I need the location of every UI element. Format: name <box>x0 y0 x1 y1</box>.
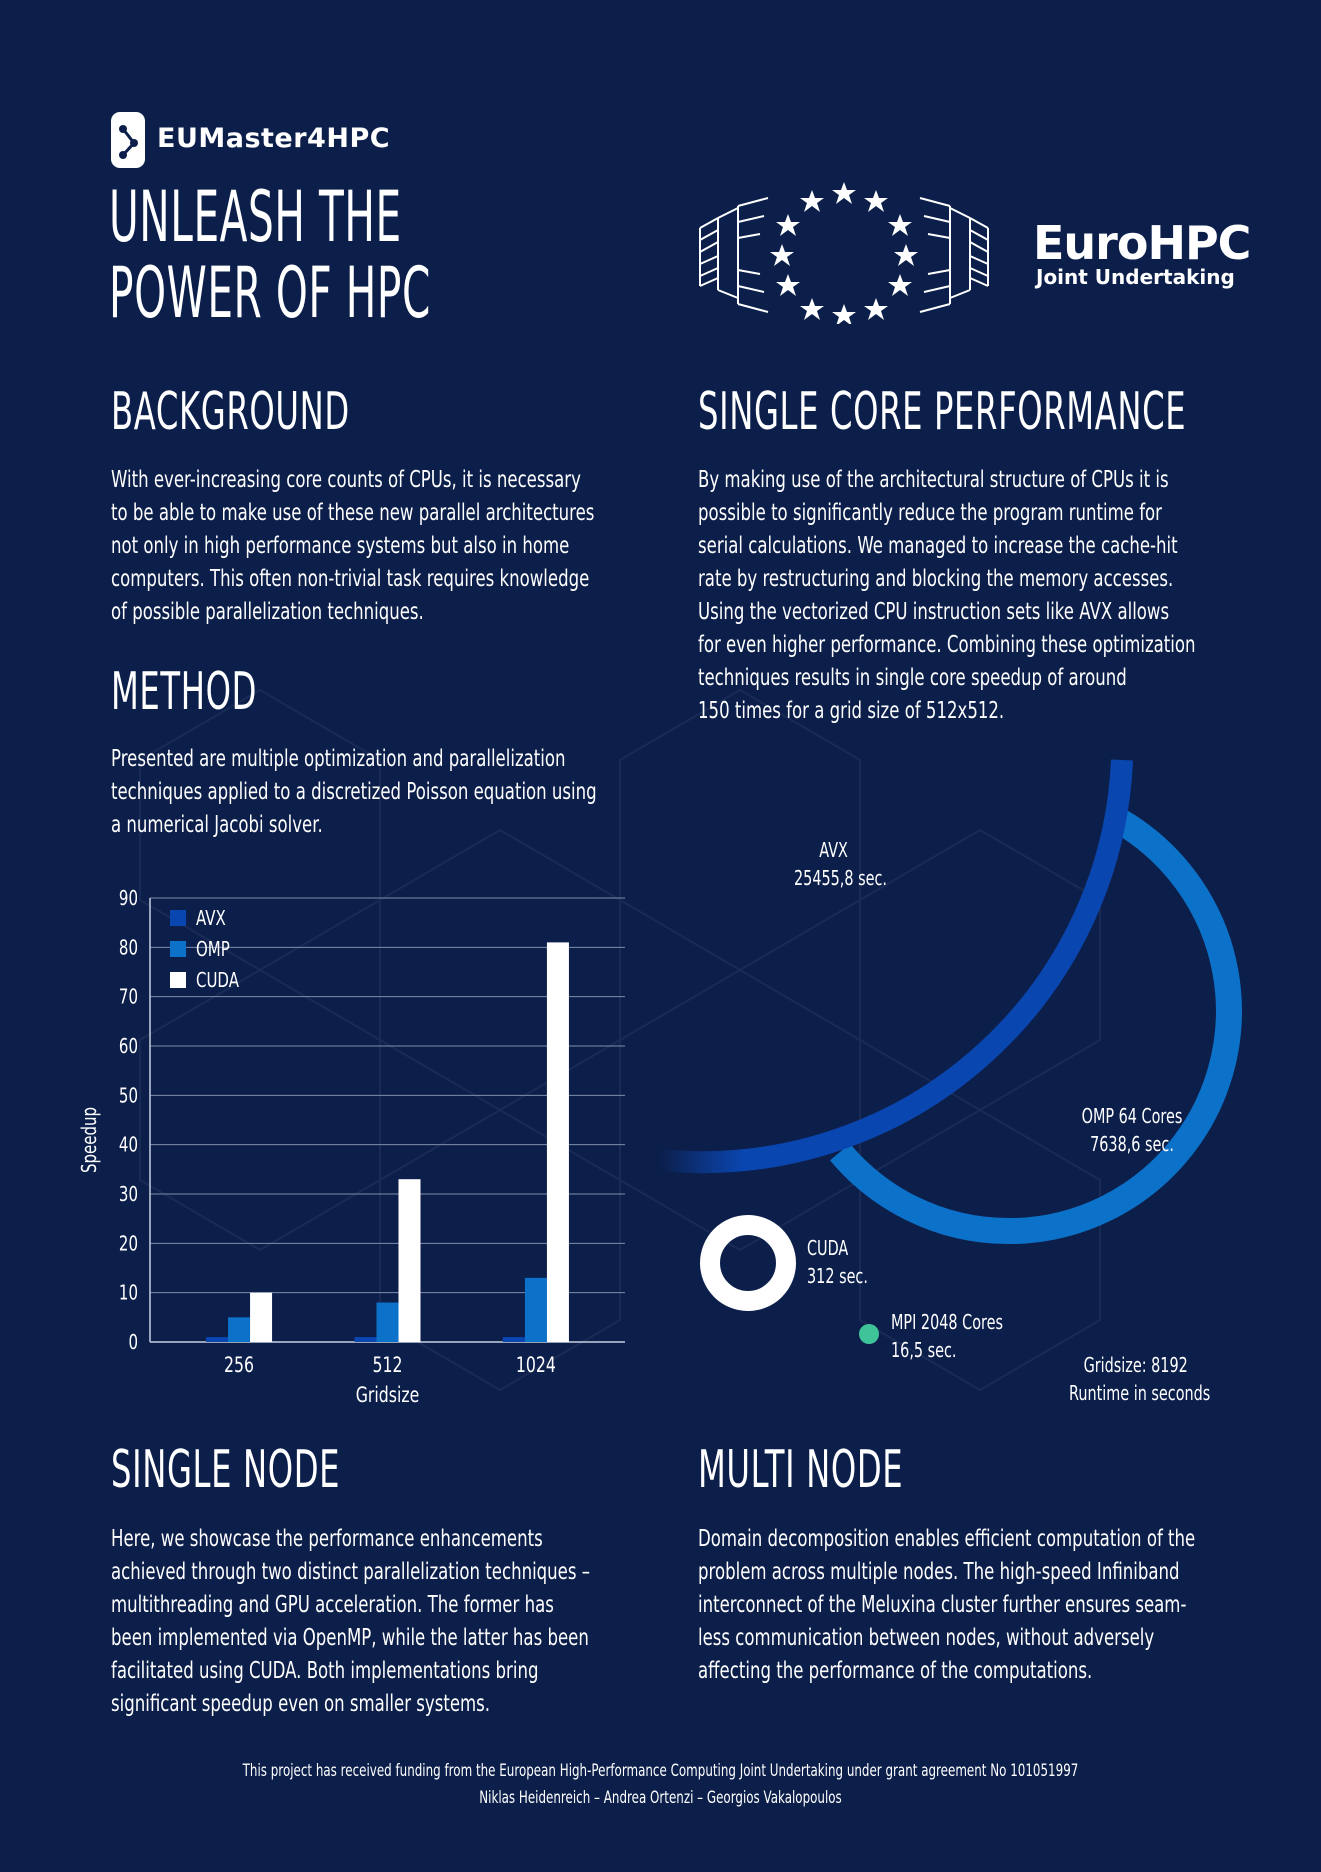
ring-chart-note: Gridsize: 8192 Runtime in seconds <box>1069 1351 1211 1407</box>
single-core-line: possible to significantly reduce the pro… <box>698 500 1162 526</box>
runtime-ring-chart <box>660 759 1242 1344</box>
eurohpc-emblem <box>699 182 989 324</box>
cuda-ring <box>700 1215 796 1311</box>
background-line: With ever-increasing core counts of CPUs… <box>111 467 581 493</box>
legend-swatch-avx <box>170 910 186 926</box>
bar-avx-1024 <box>502 1337 525 1342</box>
bar-cuda-1024 <box>546 942 569 1342</box>
runtime-note: Runtime in seconds <box>1069 1381 1211 1405</box>
background-line: not only in high performance systems but… <box>111 533 570 559</box>
cuda-value: 312 sec. <box>807 1264 868 1288</box>
eumaster-logo-text: EUMaster4HPC <box>157 123 391 154</box>
bar-omp-256 <box>228 1317 251 1342</box>
omp-name: OMP 64 Cores <box>1081 1104 1183 1128</box>
single-core-line: Using the vectorized CPU instruction set… <box>698 599 1170 625</box>
background-heading: BACKGROUND <box>111 382 350 442</box>
gridsize-note: Gridsize: 8192 <box>1083 1353 1188 1377</box>
method-paragraph: Presented are multiple optimization and … <box>111 743 597 842</box>
single-node-line: Here, we showcase the performance enhanc… <box>111 1526 543 1552</box>
bar-omp-512 <box>376 1302 399 1342</box>
single-core-line: 150 times for a grid size of 512x512. <box>698 698 1005 724</box>
mpi-label: MPI 2048 Cores 16,5 sec. <box>891 1308 1003 1364</box>
legend-label-omp: OMP <box>196 939 230 962</box>
bar-omp-1024 <box>524 1277 547 1342</box>
background-paragraph: With ever-increasing core counts of CPUs… <box>111 464 594 629</box>
single-core-heading: SINGLE CORE PERFORMANCE <box>698 382 1187 442</box>
y-tick-label: 10 <box>119 1283 138 1306</box>
method-line: a numerical Jacobi solver. <box>111 812 323 838</box>
bar-cuda-256 <box>250 1292 273 1342</box>
multi-node-heading: MULTI NODE <box>698 1440 904 1500</box>
y-axis-label: Speedup <box>79 1107 102 1173</box>
speedup-bar-chart: 0 10 20 30 40 50 60 70 80 90 256 512 1024 Gridsize Spe… <box>79 888 625 1408</box>
single-node-line: significant speedup even on smaller syst… <box>111 1691 491 1717</box>
legend-swatch-cuda <box>170 972 186 988</box>
mpi-name: MPI 2048 Cores <box>891 1310 1003 1334</box>
y-tick-label: 0 <box>128 1332 138 1355</box>
bar-avx-512 <box>354 1337 377 1342</box>
poster-title-line1: UNLEASH THE <box>109 176 402 258</box>
x-tick-label: 512 <box>372 1354 402 1378</box>
cuda-label: CUDA 312 sec. <box>807 1234 868 1290</box>
y-tick-label: 30 <box>119 1184 138 1207</box>
eurohpc-logo-text: EuroHPC <box>1033 216 1251 270</box>
x-tick-label: 256 <box>224 1354 254 1378</box>
legend-swatch-omp <box>170 941 186 957</box>
method-line: techniques applied to a discretized Pois… <box>111 779 597 805</box>
legend-label-avx: AVX <box>196 908 226 931</box>
x-tick-label: 1024 <box>516 1354 556 1378</box>
mpi-dot <box>859 1324 879 1344</box>
avx-ring <box>660 759 1133 1174</box>
omp-label: OMP 64 Cores 7638,6 sec. <box>1078 1102 1186 1158</box>
multi-node-line: affecting the performance of the computa… <box>698 1658 1093 1684</box>
multi-node-line: interconnect of the Meluxina cluster fur… <box>698 1592 1187 1618</box>
x-axis-label: Gridsize <box>356 1384 420 1408</box>
background-line: to be able to make use of these new para… <box>111 500 595 526</box>
single-core-line: techniques results in single core speedu… <box>698 665 1127 691</box>
single-core-paragraph: By making use of the architectural struc… <box>698 464 1196 728</box>
y-tick-label: 20 <box>119 1233 138 1256</box>
y-tick-label: 90 <box>119 888 138 911</box>
poster-title-line2: POWER OF HPC <box>109 252 431 334</box>
avx-label: AVX 25455,8 sec. <box>794 836 887 892</box>
y-tick-label: 40 <box>119 1135 138 1158</box>
single-node-line: been implemented via OpenMP, while the l… <box>111 1625 589 1651</box>
multi-node-line: problem across multiple nodes. The high-… <box>698 1559 1180 1585</box>
single-node-line: achieved through two distinct paralleliz… <box>111 1559 591 1585</box>
avx-value: 25455,8 sec. <box>794 866 887 890</box>
footer: This project has received funding from t… <box>0 1758 1321 1812</box>
bar-avx-256 <box>206 1337 229 1342</box>
single-core-line: By making use of the architectural struc… <box>698 467 1169 493</box>
single-core-line: serial calculations. We managed to incre… <box>698 533 1178 559</box>
funding-statement: This project has received funding from t… <box>242 1761 1079 1781</box>
single-node-heading: SINGLE NODE <box>111 1440 341 1500</box>
method-heading: METHOD <box>111 662 258 722</box>
background-line: computers. This often non-trivial task r… <box>111 566 590 592</box>
y-tick-label: 70 <box>119 987 138 1010</box>
bar-cuda-512 <box>398 1179 421 1342</box>
eurohpc-logo-subtext: Joint Undertaking <box>1036 265 1235 289</box>
cuda-name: CUDA <box>807 1236 849 1260</box>
omp-value: 7638,6 sec. <box>1090 1132 1174 1156</box>
single-node-paragraph: Here, we showcase the performance enhanc… <box>111 1523 590 1721</box>
authors-line: Niklas Heidenreich – Andrea Ortenzi – Ge… <box>479 1788 842 1808</box>
method-line: Presented are multiple optimization and … <box>111 746 566 772</box>
background-line: of possible parallelization techniques. <box>111 599 424 625</box>
y-tick-label: 80 <box>119 937 138 960</box>
y-tick-label: 60 <box>119 1036 138 1059</box>
multi-node-line: Domain decomposition enables efficient c… <box>698 1526 1196 1552</box>
single-core-line: for even higher performance. Combining t… <box>698 632 1196 658</box>
omp-ring <box>830 808 1242 1245</box>
multi-node-line: less communication between nodes, withou… <box>698 1625 1155 1651</box>
multi-node-paragraph: Domain decomposition enables efficient c… <box>698 1523 1195 1688</box>
avx-name: AVX <box>819 838 848 862</box>
single-node-line: multithreading and GPU acceleration. The… <box>111 1592 554 1618</box>
eumaster-logo-icon <box>111 112 145 168</box>
legend-label-cuda: CUDA <box>196 970 239 993</box>
single-node-line: facilitated using CUDA. Both implementat… <box>111 1658 539 1684</box>
mpi-value: 16,5 sec. <box>891 1338 957 1362</box>
y-tick-label: 50 <box>119 1085 138 1108</box>
single-core-line: rate by restructuring and blocking the m… <box>698 566 1174 592</box>
